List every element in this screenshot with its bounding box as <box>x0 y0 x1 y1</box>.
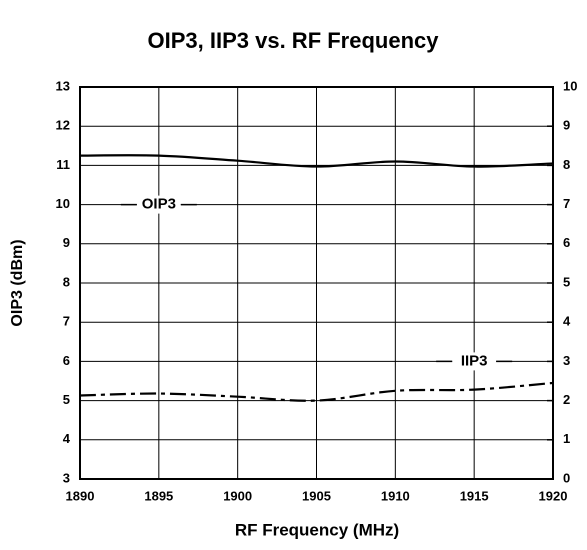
series-annotation: OIP3 <box>142 196 176 213</box>
y-tick-label: 3 <box>63 470 70 485</box>
x-tick-label: 1905 <box>302 488 331 503</box>
x-tick-label: 1915 <box>460 488 489 503</box>
y-tick-label: 10 <box>56 196 70 211</box>
plot-frame <box>79 86 554 480</box>
y2-tick-label: 4 <box>563 314 571 329</box>
y-tick-label: 6 <box>63 353 70 368</box>
x-tick-label: 1920 <box>539 488 568 503</box>
y2-tick-label: 7 <box>563 196 570 211</box>
y2-tick-label: 5 <box>563 274 570 289</box>
y-tick-label: 5 <box>63 392 70 407</box>
y2-tick-label: 9 <box>563 118 570 133</box>
y-tick-label: 12 <box>56 118 70 133</box>
y2-tick-label: 10 <box>563 78 577 93</box>
y2-tick-label: 3 <box>563 353 570 368</box>
x-tick-label: 1910 <box>381 488 410 503</box>
x-tick-label: 1890 <box>66 488 95 503</box>
y-axis-label: OIP3 (dBm) <box>9 239 26 326</box>
series-line <box>79 381 554 402</box>
annotation-bg <box>452 352 497 371</box>
y-tick-label: 4 <box>63 431 71 446</box>
series-line <box>79 154 554 168</box>
y2-tick-label: 6 <box>563 235 570 250</box>
x-tick-label: 1895 <box>144 488 173 503</box>
x-tick-label: 1900 <box>223 488 252 503</box>
y2-tick-label: 0 <box>563 470 570 485</box>
x-axis-label: RF Frequency (MHz) <box>235 520 399 539</box>
annotation-bg <box>136 195 181 214</box>
y-tick-label: 8 <box>63 274 70 289</box>
series-annotation: IIP3 <box>461 352 488 369</box>
y-tick-label: 9 <box>63 235 70 250</box>
y-tick-label: 7 <box>63 314 70 329</box>
y2-tick-label: 1 <box>563 431 570 446</box>
chart-title: OIP3, IIP3 vs. RF Frequency <box>148 28 440 53</box>
y2-tick-label: 8 <box>563 157 570 172</box>
y-tick-label: 13 <box>56 78 70 93</box>
y-tick-label: 11 <box>56 157 70 172</box>
y2-tick-label: 2 <box>563 392 570 407</box>
